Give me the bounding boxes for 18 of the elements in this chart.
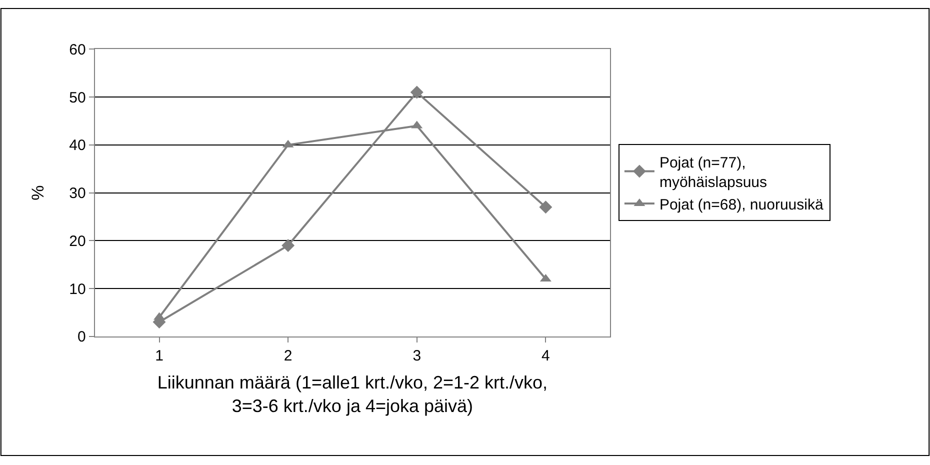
x-tick-label: 2 bbox=[284, 347, 292, 364]
x-tick-label: 1 bbox=[155, 347, 164, 364]
y-tick-label: 20 bbox=[69, 232, 86, 250]
y-tick-label: 60 bbox=[69, 41, 86, 58]
y-tick-label: 10 bbox=[69, 280, 86, 298]
x-tick-label: 3 bbox=[412, 347, 422, 364]
point bbox=[410, 86, 424, 99]
x-axis-title: Liikunnan määrä (1=alle1 krt./vko, 2=1-2 krt./vko, 3=3-6 krt./vko ja 4=joka päivä) bbox=[157, 372, 548, 416]
y-axis-title: % bbox=[28, 185, 48, 200]
legend-label: Pojat (n=68), nuoruusikä bbox=[659, 196, 824, 214]
x-tick-label: 4 bbox=[542, 347, 550, 364]
point bbox=[282, 238, 295, 252]
legend-label: Pojat (n=77), myöhäislapsuus bbox=[659, 154, 768, 191]
y-tick-label: 30 bbox=[69, 185, 86, 202]
point bbox=[539, 200, 552, 214]
y-tick-label: 0 bbox=[78, 328, 86, 346]
y-tick-label: 40 bbox=[69, 137, 86, 154]
y-tick-label: 50 bbox=[69, 89, 86, 106]
